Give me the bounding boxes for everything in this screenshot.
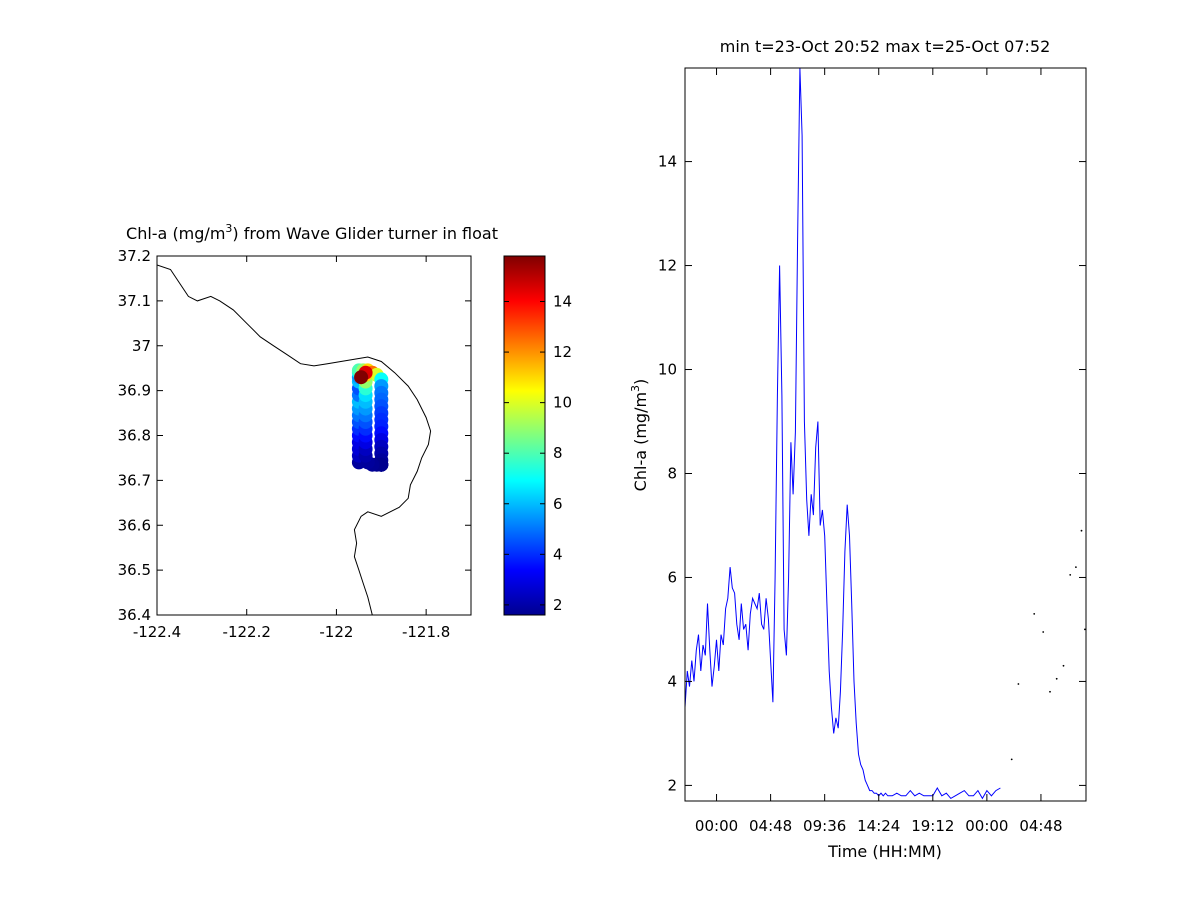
timeseries-line-layer xyxy=(685,68,1001,800)
map-title-suffix: ) from Wave Glider turner in float xyxy=(232,224,498,243)
map-title-sup: 3 xyxy=(225,222,232,235)
map-y-tick-label: 36.8 xyxy=(118,427,151,445)
timeseries-x-ticks: 00:00 04:48 09:36 14:24 19:12 00:00 04:48 xyxy=(695,68,1063,835)
timeseries-x-tick-label: 04:48 xyxy=(1019,817,1062,835)
timeseries-y-tick-label: 10 xyxy=(658,361,677,379)
chl-a-scatter-dot xyxy=(1069,574,1072,576)
map-y-ticks: 36.4 36.5 36.6 36.7 36.8 36.9 37 37.1 37.2 xyxy=(118,247,471,624)
timeseries-y-label-prefix: Chl-a (mg/m xyxy=(631,392,650,491)
timeseries-y-ticks: 2 4 6 8 10 12 14 xyxy=(658,153,1086,794)
coastline-layer xyxy=(157,264,432,615)
chl-a-scatter-dot xyxy=(1084,628,1086,631)
colorbar-gradient xyxy=(503,255,546,616)
timeseries-y-tick-label: 12 xyxy=(658,257,677,275)
map-y-tick-label: 36.6 xyxy=(118,516,151,534)
map-y-tick-label: 36.4 xyxy=(118,606,151,624)
map-title-prefix: Chl-a (mg/m xyxy=(126,224,225,243)
map-x-tick-label: -122.2 xyxy=(223,623,271,641)
map-y-tick-label: 36.5 xyxy=(118,561,151,579)
colorbar-tick-label: 2 xyxy=(553,596,563,614)
colorbar-tick-label: 12 xyxy=(553,343,572,361)
colorbar-tick-label: 6 xyxy=(553,495,563,513)
timeseries-plot: min t=23-Oct 20:52 max t=25-Oct 07:52 00… xyxy=(629,37,1087,861)
timeseries-axes-box xyxy=(684,67,1087,802)
timeseries-y-label: Chl-a (mg/m3) xyxy=(629,379,650,492)
chl-a-scatter-dot xyxy=(1080,529,1083,532)
chl-a-scatter-dot xyxy=(1033,613,1036,615)
map-plot: Chl-a (mg/m3) from Wave Glider turner in… xyxy=(118,222,498,641)
map-y-tick-label: 37.1 xyxy=(118,292,151,310)
timeseries-x-tick-label: 00:00 xyxy=(965,817,1008,835)
timeseries-dots-layer xyxy=(1010,529,1086,761)
chl-a-series-line xyxy=(685,68,1001,800)
chl-a-scatter-dot xyxy=(1055,677,1058,680)
timeseries-x-tick-label: 09:36 xyxy=(803,817,846,835)
chl-a-scatter-dot xyxy=(1049,690,1051,693)
map-x-tick-label: -122 xyxy=(319,623,353,641)
chl-a-scatter-dot xyxy=(1075,566,1077,568)
chl-a-scatter-dot xyxy=(1010,758,1013,761)
timeseries-y-tick-label: 6 xyxy=(667,568,677,586)
map-x-tick-label: -122.4 xyxy=(133,623,181,641)
glider-track-layer xyxy=(351,363,389,472)
colorbar-tick-label: 10 xyxy=(553,394,572,412)
colorbar-tick-label: 14 xyxy=(553,293,572,311)
timeseries-x-tick-label: 00:00 xyxy=(695,817,738,835)
timeseries-x-tick-label: 19:12 xyxy=(911,817,954,835)
map-y-tick-label: 36.7 xyxy=(118,471,151,489)
map-x-tick-label: -121.8 xyxy=(402,623,450,641)
timeseries-title: min t=23-Oct 20:52 max t=25-Oct 07:52 xyxy=(720,37,1051,56)
timeseries-x-tick-label: 14:24 xyxy=(857,817,900,835)
chl-a-scatter-dot xyxy=(1017,683,1020,685)
colorbar: 2 4 6 8 10 12 14 xyxy=(503,255,572,616)
map-x-ticks: -122.4 -122.2 -122 -121.8 xyxy=(133,256,450,641)
timeseries-y-label-suffix: ) xyxy=(631,379,650,385)
timeseries-y-tick-label: 2 xyxy=(667,776,677,794)
map-y-tick-label: 36.9 xyxy=(118,382,151,400)
chl-a-scatter-dot xyxy=(1042,631,1045,633)
colorbar-tick-label: 4 xyxy=(553,545,563,563)
colorbar-tick-label: 8 xyxy=(553,444,563,462)
timeseries-y-label-sup: 3 xyxy=(629,385,642,392)
coastline xyxy=(157,264,432,615)
glider-sample-point xyxy=(354,370,369,385)
map-y-tick-label: 37.2 xyxy=(118,247,151,265)
timeseries-y-tick-label: 8 xyxy=(667,464,677,482)
timeseries-y-tick-label: 14 xyxy=(658,153,677,171)
timeseries-x-tick-label: 04:48 xyxy=(749,817,792,835)
timeseries-y-tick-label: 4 xyxy=(667,672,677,690)
chl-a-scatter-dot xyxy=(1062,664,1065,667)
timeseries-x-label: Time (HH:MM) xyxy=(827,842,942,861)
colorbar-ticks: 2 4 6 8 10 12 14 xyxy=(504,293,572,614)
map-y-tick-label: 37 xyxy=(132,337,151,355)
map-title: Chl-a (mg/m3) from Wave Glider turner in… xyxy=(126,222,498,243)
